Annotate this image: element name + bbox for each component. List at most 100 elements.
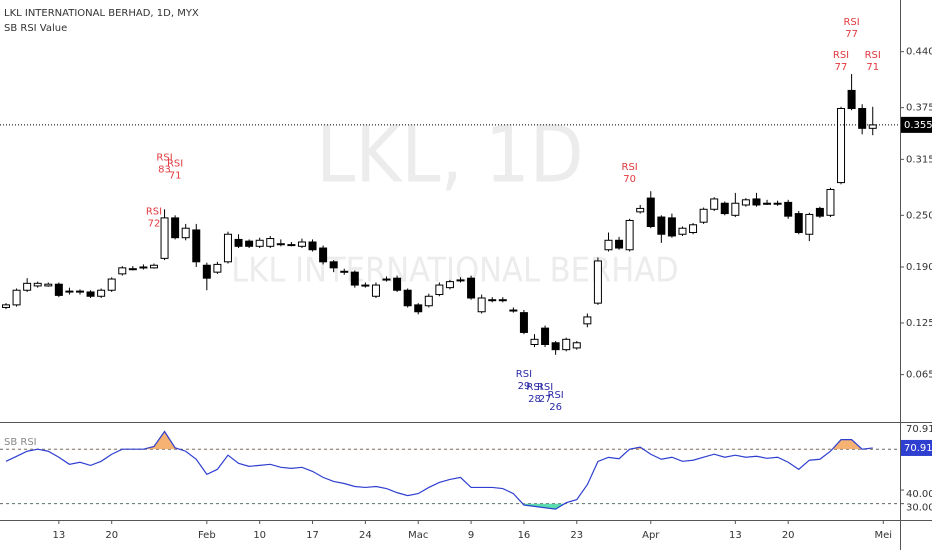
candle-body [371,284,380,297]
rsi-label-text: RSI [526,382,542,393]
candle-body [276,243,285,246]
candle-body [752,198,761,206]
candle-body [266,238,275,247]
candle-body [657,216,666,235]
candle-body [65,290,74,293]
x-tick-label: Feb [198,530,216,541]
candle-body [2,304,10,308]
candle-body [171,217,180,239]
rsi-label-value: 71 [169,170,182,181]
candle-body [213,263,222,273]
x-tick-label: 13 [729,530,742,541]
candle-body [435,284,444,296]
candle-body [403,289,412,307]
candle-body [467,277,476,299]
rsi-label-value: 71 [866,62,879,73]
candle-body [319,247,328,263]
rsi-label-text: RSI [516,369,532,380]
candle-body [86,291,95,297]
candle-body [54,283,63,296]
rsi-label-text: RSI [156,152,172,163]
candle-body [456,279,465,282]
x-tick-label: Mei [875,530,893,541]
candle-body [308,241,317,251]
rsi-label-value: 72 [148,219,161,230]
rsi-label-text: RSI [146,207,162,218]
candle-body [445,281,454,289]
candle-body [720,202,729,215]
candle-body [202,264,211,279]
candle-body [646,197,655,228]
candle-body [731,202,740,216]
candle-body [424,295,433,307]
candle-body [255,239,264,247]
rsi-line [5,430,873,510]
candle-body [393,277,402,291]
rsi-label-value: 26 [549,402,562,413]
candle-body [44,283,53,287]
candle-body [33,282,42,287]
rsi-label-value: 28 [528,394,541,405]
rsi-label-text: RSI [548,390,564,401]
candle-body [234,238,243,247]
candle-body [551,342,560,351]
candle-body [667,217,676,237]
last-price-label: 0.355 [904,120,932,131]
candle-body [75,290,84,293]
y-tick-label: 0.065 [906,370,932,381]
candle-body [868,124,877,129]
x-tick-label: 10 [253,530,266,541]
x-tick-label: 20 [782,530,795,541]
zone-fill [6,503,873,510]
candle-body [763,202,772,205]
candle-body [118,267,127,275]
y-tick-label: 0.250 [906,210,932,221]
candle-body [615,239,624,249]
candle-body [509,309,518,312]
rsi-label-value: 77 [835,62,848,73]
rsi-label-text: RSI [622,162,638,173]
candle-body [414,304,423,313]
candle-body [139,266,148,269]
candle-body [741,199,750,206]
candle-body [699,208,708,223]
candle-body [805,213,814,235]
candle-body [477,297,486,313]
candle-body [837,108,846,184]
y-tick-label: 30.00 [906,503,932,514]
candle-body [710,198,719,210]
candle-body [350,271,359,286]
watermark: LKL, 1D [316,110,583,200]
rsi-label-value: 83 [158,164,171,175]
candle-body [847,89,856,110]
x-tick-label: 23 [570,530,583,541]
candle-body [815,207,824,217]
x-tick-label: 24 [359,530,372,541]
candle-body [794,213,803,234]
rsi-label-text: RSI [865,50,881,61]
rsi-label-value: 29 [518,381,531,392]
x-tick-label: Apr [642,530,660,541]
candle-body [498,299,507,302]
rsi-value-badge [901,439,932,456]
y-tick-label: 0.125 [906,318,932,329]
x-tick-label: 17 [306,530,319,541]
x-tick-label: 9 [468,530,474,541]
candle-body [858,108,867,129]
rsi-label-text: RSI [833,50,849,61]
x-tick-label: 13 [52,530,65,541]
rsi-value-top: 70.91 [906,424,932,435]
indicator-title: SB RSI Value [4,23,67,34]
candle-body [128,268,137,271]
candle-body [562,338,571,351]
candle-body [12,289,21,306]
candle-body [519,312,528,333]
candle-body [97,289,106,297]
candle-body [287,244,296,247]
candle-body [361,284,370,287]
rsi-value-label: 70.91 [904,443,932,454]
candle-body [488,299,497,302]
candle-body [784,201,793,217]
